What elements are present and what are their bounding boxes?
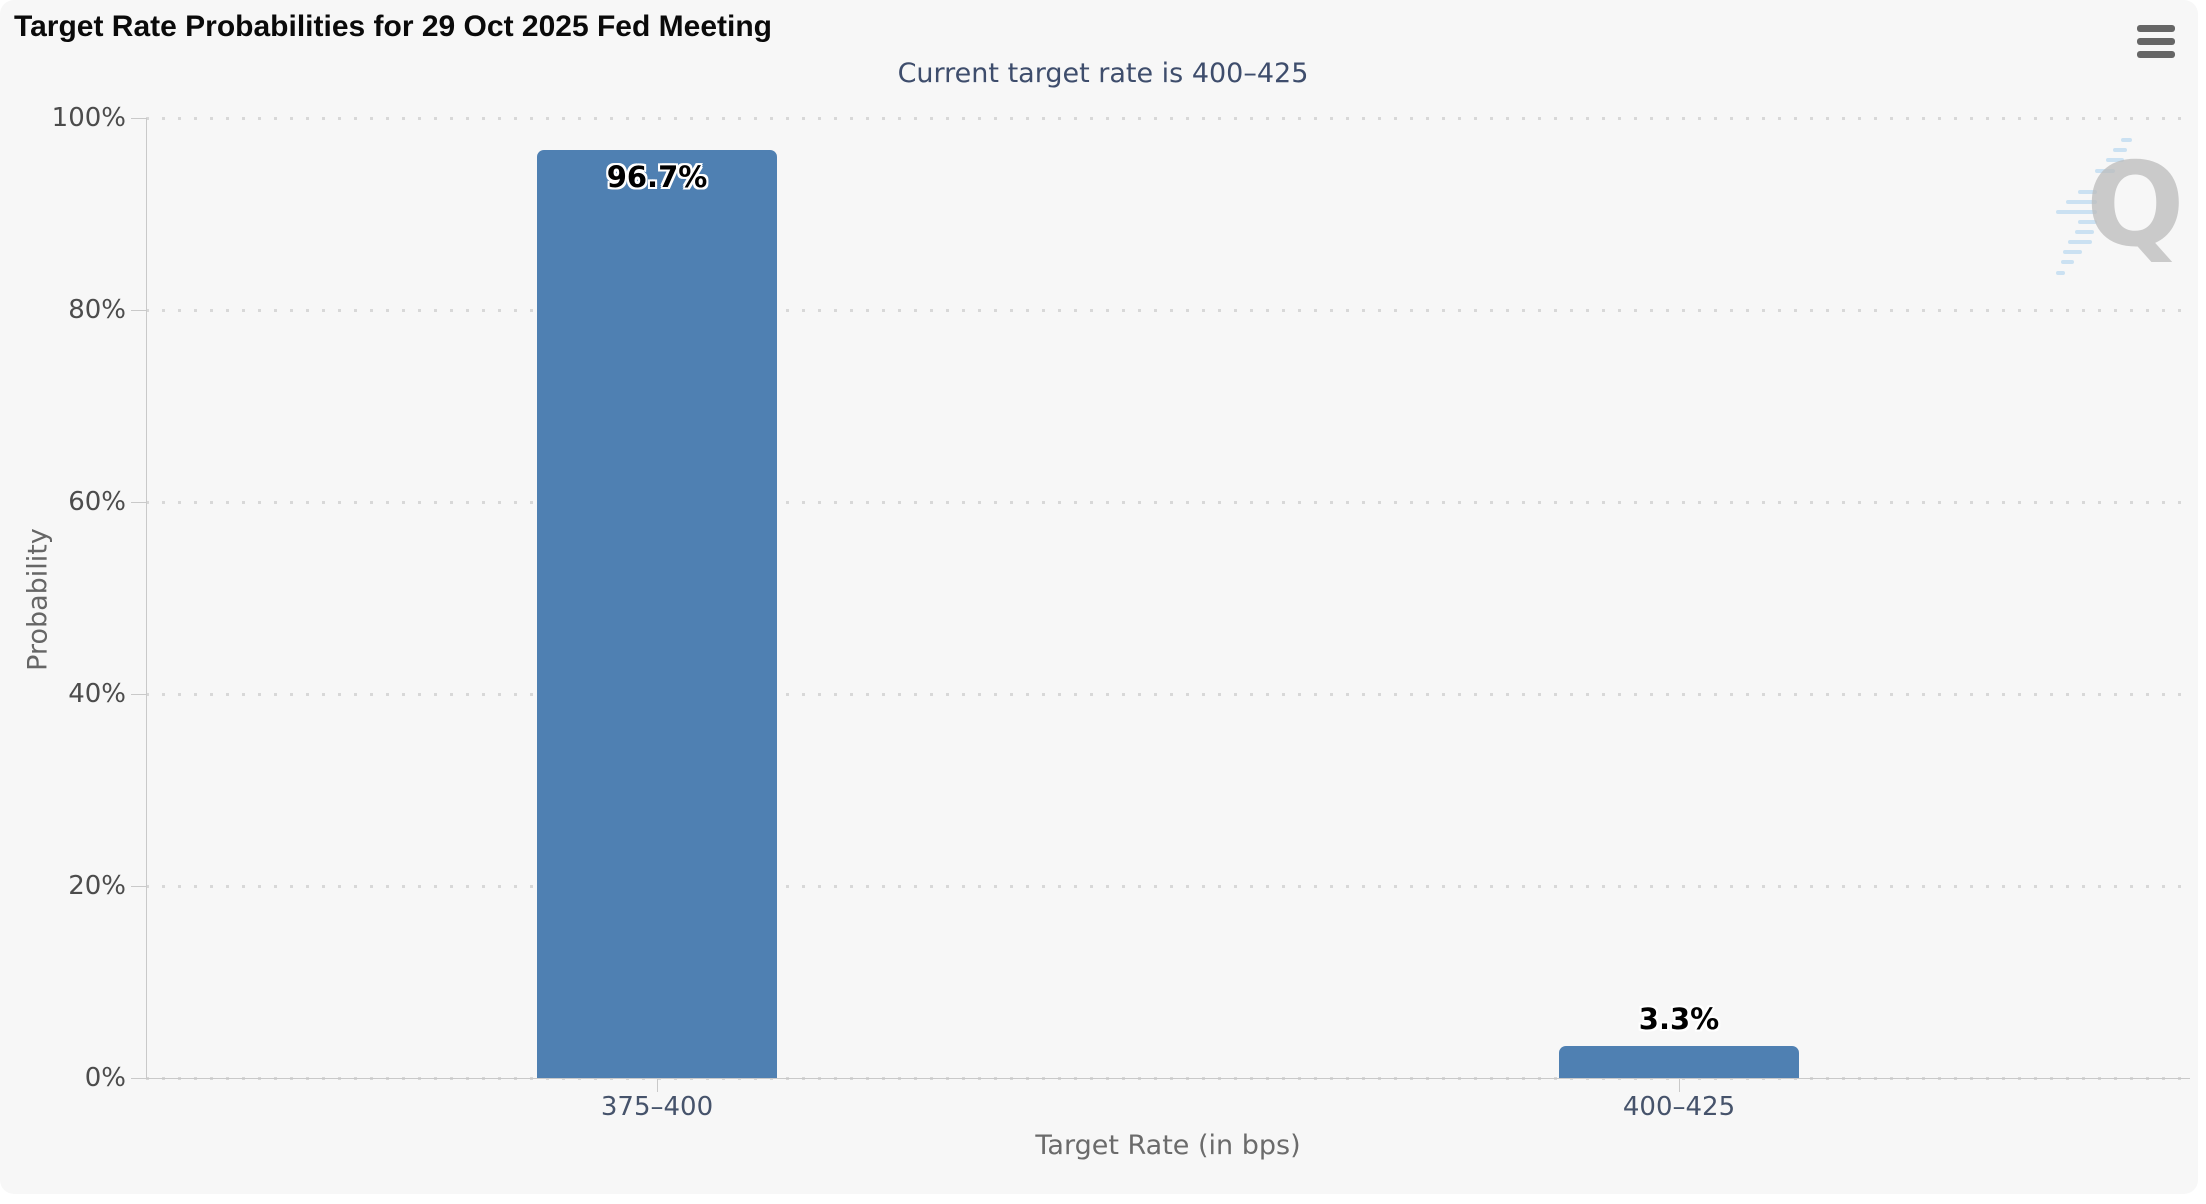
y-gridline xyxy=(146,885,2190,888)
hamburger-menu-icon[interactable] xyxy=(2132,20,2180,62)
quikstrike-watermark-icon: Q xyxy=(2086,138,2185,273)
bar-value-label: 3.3% xyxy=(1638,1002,1720,1037)
hamburger-bar xyxy=(2137,24,2175,32)
x-axis-line xyxy=(146,1078,2190,1079)
y-axis-tick xyxy=(131,1078,146,1079)
chart-title: Target Rate Probabilities for 29 Oct 202… xyxy=(14,10,772,43)
y-axis-tick xyxy=(131,118,146,119)
y-axis-tick-label: 20% xyxy=(68,871,126,901)
y-axis-tick xyxy=(131,886,146,887)
y-axis-tick-label: 100% xyxy=(51,103,126,133)
y-axis-line xyxy=(146,118,147,1078)
bar-400–425[interactable] xyxy=(1559,1046,1799,1078)
bar-375–400[interactable] xyxy=(537,149,777,1078)
chart-subtitle: Current target rate is 400–425 xyxy=(897,58,1309,89)
y-gridline xyxy=(146,117,2190,120)
x-axis-title: Target Rate (in bps) xyxy=(1035,1130,1301,1161)
x-axis-category-label: 375–400 xyxy=(600,1092,714,1122)
y-axis-tick xyxy=(131,310,146,311)
y-axis-tick-label: 80% xyxy=(68,295,126,325)
bar-value-label: 96.7% xyxy=(606,159,708,194)
y-gridline xyxy=(146,501,2190,504)
x-axis-tick xyxy=(657,1078,658,1092)
watermark-speed-lines-icon xyxy=(2056,138,2132,275)
y-axis-title: Probability xyxy=(22,528,54,671)
y-axis-tick xyxy=(131,502,146,503)
x-axis-category-label: 400–425 xyxy=(1622,1092,1736,1122)
y-axis-tick-label: 40% xyxy=(68,679,126,709)
hamburger-bar xyxy=(2137,37,2175,45)
hamburger-bar xyxy=(2137,50,2175,58)
y-axis-tick xyxy=(131,694,146,695)
y-axis-tick-label: 0% xyxy=(84,1063,126,1093)
y-gridline xyxy=(146,693,2190,696)
y-gridline xyxy=(146,309,2190,312)
x-axis-tick xyxy=(1679,1078,1680,1092)
y-axis-tick-label: 60% xyxy=(68,487,126,517)
